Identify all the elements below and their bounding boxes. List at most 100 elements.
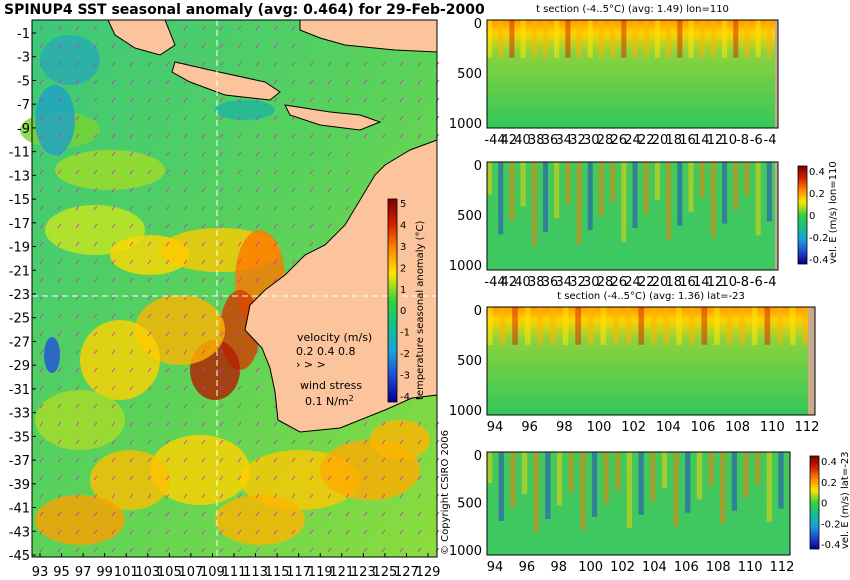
- velocity-vector: [165, 97, 170, 103]
- section-stripe: [643, 20, 649, 58]
- latitude-tick-label: -17: [9, 217, 30, 232]
- velocity-vector: [57, 97, 62, 103]
- velocity-vector: [219, 493, 224, 499]
- section-x-tick-label: 30: [583, 133, 600, 148]
- velocity-vector: [183, 511, 188, 517]
- section-x-tick-label: -4: [764, 275, 777, 290]
- section-x-tick-label: -4: [764, 133, 777, 148]
- section-x-tick-label: 112: [795, 420, 820, 435]
- velocity-vector: [201, 205, 206, 211]
- velocity-vector: [237, 151, 242, 157]
- velocity-vector: [201, 187, 206, 193]
- copyright-notice: © Copyright CSIRO 2006: [440, 430, 451, 555]
- velocity-vector: [309, 475, 314, 481]
- velocity-vector: [165, 295, 170, 301]
- velocity-vector: [39, 295, 44, 301]
- velocity-vector: [75, 169, 80, 175]
- velocity-vector: [417, 511, 422, 517]
- velocity-vector: [183, 313, 188, 319]
- section-stripe: [520, 162, 526, 207]
- velocity-vector: [183, 169, 188, 175]
- velocity-vector: [417, 529, 422, 535]
- velocity-vector: [129, 61, 134, 67]
- velocity-vector: [273, 457, 278, 463]
- velocity-vector: [201, 241, 206, 247]
- section-x-tick-label: 20: [652, 275, 669, 290]
- velocity-vector: [201, 349, 206, 355]
- velocity-vector: [75, 421, 80, 427]
- panel-vel-section-lon: 05001000-4442403836343230282624222018161…: [449, 159, 839, 290]
- velocity-vector: [345, 475, 350, 481]
- section-stripe: [487, 162, 493, 195]
- section-x-tick-label: 42: [500, 133, 517, 148]
- velocity-vector: [57, 475, 62, 481]
- section-stripe: [733, 162, 739, 210]
- velocity-vector: [327, 511, 332, 517]
- velocity-vector: [237, 277, 242, 283]
- depth-tick-label: 0: [474, 17, 482, 32]
- section-stripe: [587, 162, 593, 231]
- velocity-vector: [75, 223, 80, 229]
- velocity-vector: [381, 493, 386, 499]
- velocity-vector: [291, 169, 296, 175]
- section-x-tick-label: -8: [736, 133, 749, 148]
- depth-tick-label: 0: [474, 449, 482, 464]
- velocity-vector: [75, 547, 80, 553]
- java-land: [171, 61, 281, 101]
- latitude-axis: -1 -3 -5 -7 -9 -11 -13 -15 -17 -19 -21 -23 -25 -27 -29…: [9, 27, 36, 564]
- velocity-vector: [93, 223, 98, 229]
- velocity-vector: [57, 439, 62, 445]
- velocity-vector: [93, 25, 98, 31]
- velocity-vector: [75, 61, 80, 67]
- depth-tick-label: 0: [474, 304, 482, 319]
- velocity-vector: [111, 169, 116, 175]
- velocity-vector: [417, 421, 422, 427]
- anomaly-patch: [150, 435, 250, 505]
- velocity-vector: [147, 133, 152, 139]
- section-stripe: [598, 20, 604, 58]
- velocity-vector: [327, 439, 332, 445]
- velocity-vector: [273, 151, 278, 157]
- section-x-tick-label: 100: [587, 420, 612, 435]
- velocity-vector: [345, 439, 350, 445]
- velocity-vector: [93, 511, 98, 517]
- velocity-vector: [39, 349, 44, 355]
- section-x-tick-label: 36: [542, 275, 559, 290]
- velocity-vector: [363, 97, 368, 103]
- velocity-vector: [255, 43, 260, 49]
- velocity-vector: [129, 403, 134, 409]
- velocity-vector: [147, 241, 152, 247]
- latitude-tick-label: -33: [9, 407, 30, 422]
- sst-colorbar-tick: -2: [400, 349, 410, 360]
- velocity-vector: [309, 79, 314, 85]
- velocity-vector: [147, 421, 152, 427]
- velocity-vector: [327, 223, 332, 229]
- velocity-vector: [57, 241, 62, 247]
- section-stripe: [766, 162, 772, 222]
- velocity-vector: [327, 547, 332, 553]
- velocity-vector: [75, 331, 80, 337]
- section-x-tick-label: 30: [583, 275, 600, 290]
- section-stripe: [568, 452, 574, 493]
- velocity-vector: [291, 241, 296, 247]
- velocity-vector: [111, 97, 116, 103]
- velocity-vector: [237, 133, 242, 139]
- velocity-vector: [255, 421, 260, 427]
- velocity-vector: [363, 421, 368, 427]
- lesser-sunda-land: [284, 104, 382, 131]
- velocity-vector: [219, 169, 224, 175]
- velocity-vector: [255, 529, 260, 535]
- velocity-vector: [273, 421, 278, 427]
- section-x-tick-label: 106: [691, 420, 716, 435]
- velocity-vector: [57, 205, 62, 211]
- longitude-tick-label: 109: [200, 565, 225, 580]
- velocity-vector: [147, 493, 152, 499]
- section-stripe: [666, 162, 672, 240]
- velocity-vector: [57, 493, 62, 499]
- velocity-vector: [147, 349, 152, 355]
- velocity-vector: [201, 313, 206, 319]
- velocity-vector: [219, 385, 224, 391]
- section-x-tick-label: 106: [674, 560, 699, 575]
- velocity-vector: [201, 385, 206, 391]
- section-stripe: [751, 307, 758, 345]
